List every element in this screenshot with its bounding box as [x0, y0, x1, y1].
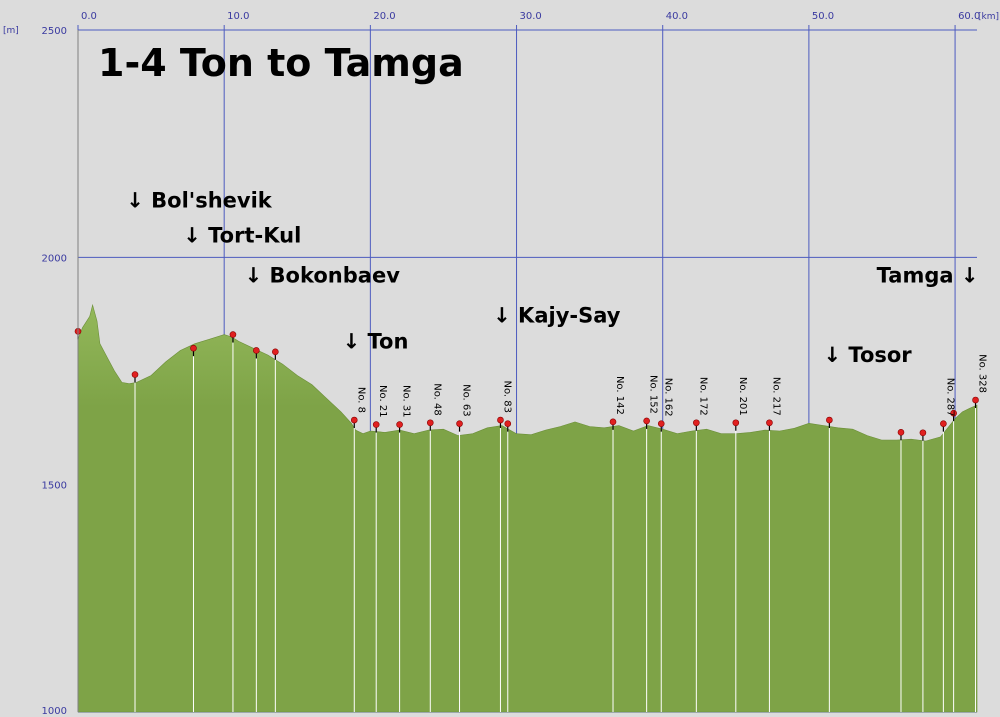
waypoint-marker [693, 419, 700, 427]
waypoint-marker [609, 418, 617, 426]
y-tick-label: 1500 [42, 481, 67, 492]
waypoint-marker [229, 331, 237, 338]
waypoint-marker [396, 421, 403, 428]
waypoint-marker [826, 416, 833, 424]
waypoint-marker [497, 416, 504, 424]
waypoint-marker [657, 420, 665, 427]
waypoint-labels: No. 8 No. 21 No. 31 No. 48 No. 63 No. 83 No. 1… [355, 354, 987, 417]
place-label: ↓ Tort-Kul [183, 223, 301, 247]
place-label: ↓ Kajy-Say [493, 303, 621, 327]
place-label: ↓ Ton [343, 329, 409, 353]
waypoint-marker [504, 420, 512, 427]
x-tick-label: 30.0 [520, 11, 542, 22]
waypoint-label: No. 83 [501, 380, 512, 413]
waypoint-label: No. 21 [377, 385, 388, 418]
waypoint-label: No. 152 [648, 375, 659, 414]
waypoint-label: No. 48 [431, 383, 442, 416]
waypoint-droplines [77, 332, 977, 712]
waypoint-label: No. 172 [697, 377, 708, 416]
place-label: Tamga ↓ [877, 263, 979, 287]
waypoint-label: No. 63 [461, 384, 472, 417]
waypoint-marker [131, 371, 139, 378]
waypoint-marker [190, 344, 197, 352]
waypoint-marker [426, 419, 434, 427]
elevation-area [77, 303, 978, 713]
y-tick-label: 2000 [42, 253, 67, 264]
waypoint-label: No. 287 [944, 378, 955, 417]
waypoint-marker [897, 428, 905, 436]
x-tick-label: 10.0 [227, 11, 249, 22]
waypoint-label: No. 31 [401, 385, 412, 418]
place-labels: ↓ Bol'shevik ↓ Tort-Kul ↓ Bokonbaev ↓ Ton ↓ … [126, 188, 978, 367]
y-tick-label: 2500 [42, 26, 67, 37]
waypoint-marker [372, 421, 380, 428]
elevation-area-fill [77, 303, 978, 713]
y-tick-label: 1000 [42, 706, 67, 717]
place-label: ↓ Bokonbaev [245, 263, 401, 287]
waypoint-label: No. 201 [737, 377, 748, 416]
waypoint-marker [940, 420, 947, 427]
x-tick-label: 60.0 [958, 11, 980, 22]
x-tick-label: 0.0 [81, 11, 97, 22]
axes: 0.0 10.0 20.0 30.0 40.0 50.0 60.0 1000 1500 2000 2… [42, 11, 981, 717]
waypoint-label: No. 328 [977, 354, 988, 393]
x-tick-label: 20.0 [373, 11, 395, 22]
waypoint-marker [456, 420, 463, 427]
waypoint-label: No. 142 [614, 376, 625, 415]
x-tick-label: 50.0 [812, 11, 834, 22]
x-tick-label: 40.0 [666, 11, 688, 22]
waypoint-label: No. 162 [662, 378, 673, 417]
waypoint-marker [272, 348, 279, 356]
chart-title: 1-4 Ton to Tamga [98, 41, 464, 85]
waypoint-marker [350, 416, 358, 424]
y-unit-label: [m] [3, 26, 19, 36]
waypoint-marker [950, 409, 957, 417]
waypoint-marker [643, 417, 650, 425]
waypoint-markers [74, 328, 979, 441]
place-label: ↓ Tosor [824, 343, 913, 367]
waypoint-label: No. 217 [770, 377, 781, 416]
waypoint-marker [766, 419, 773, 427]
waypoint-marker [253, 347, 260, 354]
waypoint-marker [919, 429, 927, 437]
place-label: ↓ Bol'shevik [126, 188, 273, 212]
x-unit-label: [km] [978, 12, 999, 22]
waypoint-marker [972, 396, 979, 404]
waypoint-label: No. 8 [355, 387, 366, 413]
waypoint-marker [732, 419, 740, 427]
